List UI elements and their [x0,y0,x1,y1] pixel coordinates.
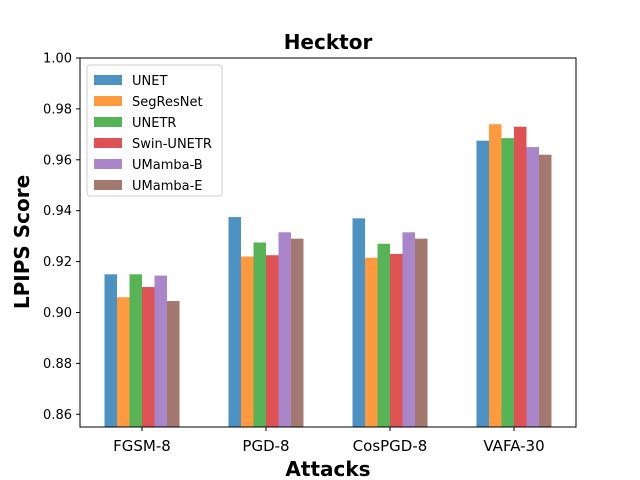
y-tick-label: 0.86 [43,408,72,423]
y-axis: 0.86 0.88 0.90 0.92 0.94 0.96 0.98 1.00 [43,52,80,423]
legend-swatch [94,75,122,85]
bar-umamba-b-fgsm-8 [154,275,167,427]
legend-swatch [94,180,122,190]
legend: UNET SegResNet UNETR Swin-UNETR UMamba-B UMam… [86,64,223,197]
bar-umamba-b-pgd-8 [278,232,291,427]
y-tick-label: 0.96 [43,153,72,168]
bar-segresnet-vafa-30 [489,124,502,427]
bar-unet-cospgd-8 [352,218,365,427]
bar-umamba-b-vafa-30 [526,147,539,427]
bar-unet-vafa-30 [476,140,489,427]
legend-swatch [94,159,122,169]
legend-label: UNETR [132,116,176,131]
bars-group [104,124,552,428]
x-axis-title: Attacks [285,457,370,480]
bar-unetr-fgsm-8 [129,274,142,427]
bar-unet-pgd-8 [228,217,241,427]
x-axis: FGSM-8 PGD-8 CosPGD-8 VAFA-30 [113,427,545,455]
legend-swatch [94,117,122,127]
x-tick-label: FGSM-8 [113,437,171,455]
bar-umamba-e-fgsm-8 [167,301,180,427]
bar-unetr-pgd-8 [253,242,266,427]
bar-segresnet-fgsm-8 [117,297,130,427]
bar-swin-unetr-vafa-30 [514,126,527,428]
bar-swin-unetr-pgd-8 [266,255,279,427]
y-tick-label: 1.00 [43,52,72,67]
bar-swin-unetr-fgsm-8 [142,287,155,427]
legend-swatch [94,138,122,148]
chart-title: Hecktor [284,30,373,54]
bar-umamba-e-pgd-8 [291,238,304,427]
legend-label: Swin-UNETR [132,137,212,152]
legend-swatch [94,96,122,106]
legend-label: UMamba-B [132,158,203,173]
x-tick-label: VAFA-30 [483,437,544,455]
y-tick-label: 0.90 [43,306,72,321]
legend-label: UMamba-E [132,179,202,194]
legend-label: UNET [132,74,167,89]
x-tick-label: PGD-8 [242,437,289,455]
y-tick-label: 0.94 [43,204,72,219]
bar-umamba-e-vafa-30 [539,154,552,428]
x-tick-label: CosPGD-8 [353,437,428,455]
bar-segresnet-cospgd-8 [365,257,378,427]
bar-unetr-vafa-30 [501,138,514,428]
bar-umamba-e-cospgd-8 [415,238,428,427]
bar-unetr-cospgd-8 [377,243,390,427]
plot-frame [79,57,577,428]
y-tick-label: 0.88 [43,357,72,372]
bar-swin-unetr-cospgd-8 [390,253,403,427]
y-tick-label: 0.98 [43,102,72,117]
bar-unet-fgsm-8 [104,274,117,427]
y-axis-title: LPIPS Score [10,175,34,309]
legend-label: SegResNet [132,95,203,110]
bar-umamba-b-cospgd-8 [402,232,415,427]
bar-segresnet-pgd-8 [241,256,254,427]
y-tick-label: 0.92 [43,255,72,270]
